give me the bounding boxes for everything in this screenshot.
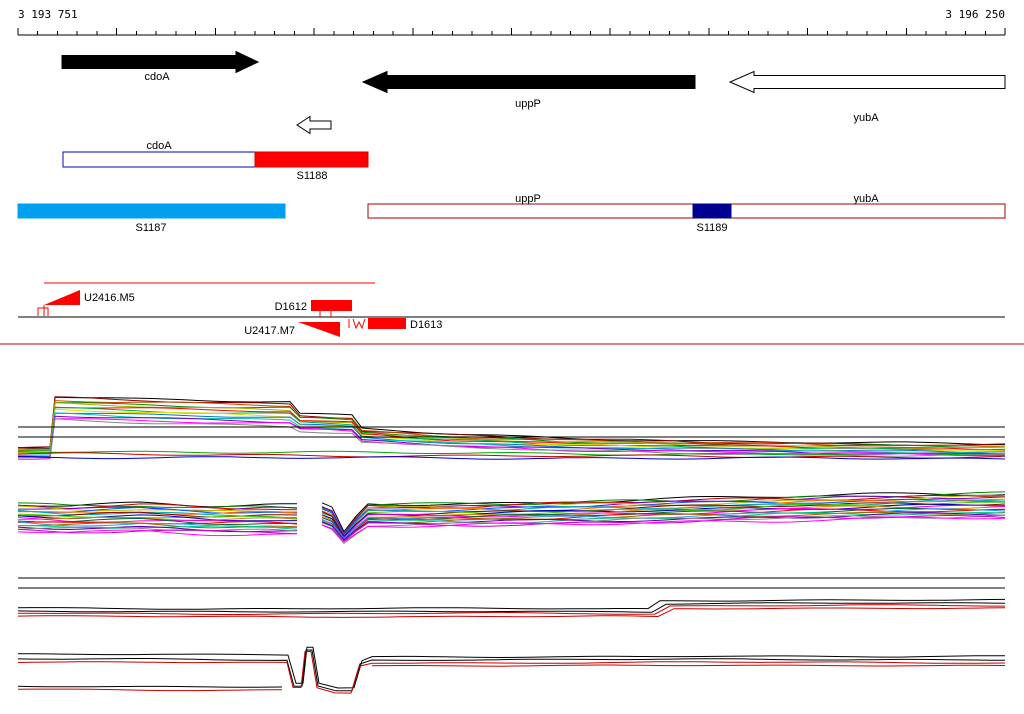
expression-line	[17, 456, 1006, 460]
expression-line	[17, 528, 298, 535]
segment-track: cdoA S1188 S1187 S1189 uppP yubA	[17, 140, 1006, 234]
expression-line	[17, 418, 1006, 459]
probe-label-U2417.M7: U2417.M7	[244, 325, 295, 337]
expression-line	[17, 526, 298, 532]
segment-S1187[interactable]	[17, 203, 286, 219]
expression-panels	[17, 396, 1006, 694]
segment-S1189[interactable]	[692, 203, 732, 219]
segment-cdoA[interactable]	[62, 151, 256, 168]
probe-box-D1613[interactable]	[368, 318, 406, 329]
expression-line	[17, 649, 1006, 692]
probe-flag-U2417.M7[interactable]	[298, 322, 340, 337]
expression-line	[17, 412, 1005, 457]
expression-line	[17, 607, 1006, 618]
expression-line	[17, 646, 1005, 689]
expression-line	[17, 396, 1006, 449]
expression-line	[17, 450, 1006, 457]
probe-flag-U2416.M5[interactable]	[44, 290, 80, 305]
expression-line	[321, 514, 1006, 542]
expression-line	[17, 529, 298, 537]
ruler	[17, 28, 1006, 36]
gene-label-cdoA: cdoA	[144, 71, 170, 83]
expression-line	[321, 492, 1006, 533]
gene-track: cdoA uppP yubA	[61, 50, 1006, 135]
expression-line	[321, 498, 1006, 538]
expression-line	[17, 452, 1006, 459]
expression-line	[17, 604, 1005, 615]
expression-line	[17, 688, 282, 692]
probe-mark	[352, 318, 366, 330]
expression-line	[321, 502, 1006, 538]
gene-arrow-cdoA[interactable]	[61, 50, 260, 74]
expression-line	[17, 598, 1006, 610]
expression-line	[17, 502, 298, 509]
expression-line	[17, 505, 298, 514]
probe-mark	[37, 307, 49, 316]
expression-line	[371, 664, 1006, 667]
segment-label-S1187: S1187	[136, 222, 167, 234]
gene-label-uppP: uppP	[515, 98, 541, 110]
expression-line	[17, 418, 1006, 460]
expression-line	[17, 650, 1006, 694]
expression-panel-4	[17, 646, 1006, 694]
expression-line	[17, 522, 298, 529]
expression-line	[17, 517, 298, 526]
expression-line	[17, 602, 1006, 613]
probe-label-D1613: D1613	[410, 319, 442, 331]
expression-panel-2	[17, 491, 1006, 545]
gene-arrow-uppP[interactable]	[361, 70, 696, 94]
probe-track: U2416.M5 U2417.M7 D1612 D1613	[18, 282, 1005, 337]
expression-line	[321, 511, 1006, 542]
segment-label-yubA: yubA	[853, 193, 879, 205]
expression-line	[17, 516, 298, 521]
gene-arrow-unlabeled[interactable]	[296, 115, 332, 135]
probe-label-D1612: D1612	[275, 301, 307, 313]
expression-line	[17, 685, 283, 688]
expression-line	[18, 401, 1006, 452]
segment-S1188[interactable]	[254, 151, 369, 168]
segment-label-S1189: S1189	[697, 222, 728, 234]
probe-label-U2416.M5: U2416.M5	[84, 292, 135, 304]
gene-arrow-yubA[interactable]	[728, 70, 1006, 94]
expression-line	[17, 513, 298, 519]
segment-label-cdoA: cdoA	[146, 140, 172, 152]
segment-label-S1188: S1188	[297, 170, 328, 182]
expression-panel-3	[17, 577, 1006, 618]
expression-line	[321, 516, 1006, 543]
expression-line	[321, 511, 1006, 542]
segment-label-uppP: uppP	[515, 193, 541, 205]
ruler-end-label: 3 196 250	[945, 8, 1005, 21]
expression-line	[17, 501, 297, 508]
gene-label-yubA: yubA	[853, 112, 879, 124]
ruler-start-label: 3 193 751	[18, 8, 78, 21]
segment-operon-box[interactable]	[367, 203, 1006, 219]
probe-box-D1612[interactable]	[311, 300, 352, 311]
expression-panel-1	[17, 396, 1006, 460]
expression-line	[321, 505, 1006, 540]
